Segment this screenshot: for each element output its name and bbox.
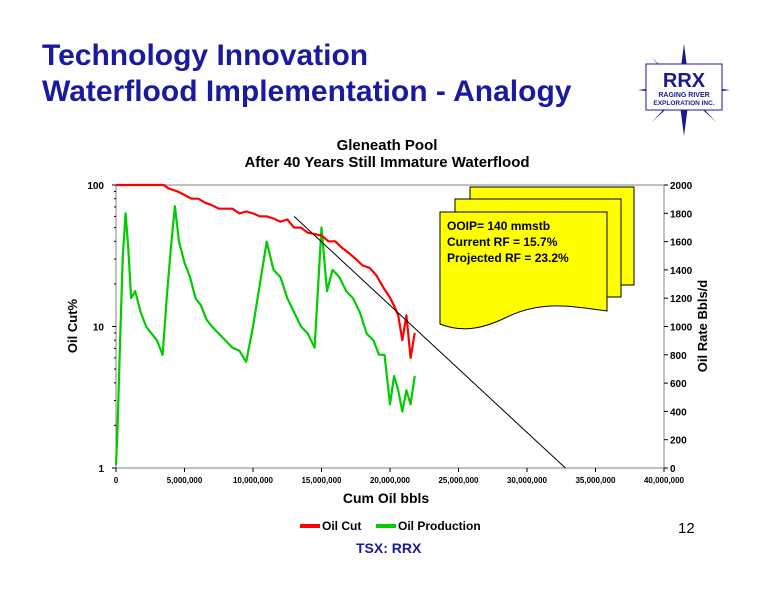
series-line-oil-cut xyxy=(116,183,416,359)
x-tick-label: 35,000,000 xyxy=(575,476,616,485)
y2-tick-label: 1000 xyxy=(670,323,693,334)
logo-tagline-1: RAGING RIVER xyxy=(658,92,709,99)
legend-label-oil-production: Oil Production xyxy=(398,519,481,533)
legend: Oil Cut Oil Production xyxy=(300,519,481,533)
y2-tick-label: 800 xyxy=(670,351,687,362)
y2-tick-label: 600 xyxy=(670,379,687,390)
annotation-box: OOIP= 140 mmstb Current RF = 15.7% Proje… xyxy=(439,186,635,330)
x-tick-label: 40,000,000 xyxy=(644,476,685,485)
annotation-line-1: OOIP= 140 mmstb xyxy=(447,219,550,233)
series-layer xyxy=(114,183,566,469)
plot-area: 0 5,000,000 10,000,000 15,000,000 20,000,000… xyxy=(87,181,692,485)
y2-tick-label: 400 xyxy=(670,407,687,418)
y2-axis-label: Oil Rate Bbls/d xyxy=(695,280,710,373)
logo-tagline-2: EXPLORATION INC. xyxy=(653,100,714,107)
y2-tick-label: 2000 xyxy=(670,181,693,192)
y2-tick-label: 200 xyxy=(670,436,687,447)
logo-compass-icon xyxy=(638,44,730,136)
chart-title: Gleneath Pool xyxy=(337,137,438,154)
y-tick-label: 100 xyxy=(87,181,104,192)
y2-tick-label: 0 xyxy=(670,464,676,475)
x-tick-label: 15,000,000 xyxy=(301,476,342,485)
ticker-symbol: TSX: RRX xyxy=(356,540,422,556)
logo-name: RRX xyxy=(663,70,706,92)
x-tick-label: 20,000,000 xyxy=(370,476,411,485)
y2-tick-label: 1600 xyxy=(670,238,693,249)
rrx-logo: RRX RAGING RIVER EXPLORATION INC. xyxy=(638,44,730,136)
annotation-line-3: Projected RF = 23.2% xyxy=(447,251,569,265)
chart-subtitle: After 40 Years Still Immature Waterflood xyxy=(244,154,529,171)
y2-tick-label: 1800 xyxy=(670,209,693,220)
title-line-1: Technology Innovation xyxy=(42,39,369,72)
y-tick-label: 1 xyxy=(98,464,104,475)
page-number: 12 xyxy=(678,520,695,537)
x-tick-label: 25,000,000 xyxy=(438,476,479,485)
x-tick-label: 10,000,000 xyxy=(233,476,274,485)
slide-title: Technology Innovation Waterflood Impleme… xyxy=(42,38,571,110)
annotation-line-2: Current RF = 15.7% xyxy=(447,235,558,249)
y-tick-label: 10 xyxy=(93,323,105,334)
y2-tick-label: 1400 xyxy=(670,266,693,277)
x-axis-label: Cum Oil bbls xyxy=(343,490,430,506)
series-line-oil-production xyxy=(114,205,416,466)
x-tick-label: 0 xyxy=(114,476,119,485)
legend-label-oil-cut: Oil Cut xyxy=(322,519,361,533)
x-tick-label: 30,000,000 xyxy=(507,476,548,485)
y-axis-label: Oil Cut% xyxy=(65,298,80,353)
series-line-trend xyxy=(293,216,566,469)
x-tick-label: 5,000,000 xyxy=(167,476,203,485)
y2-tick-label: 1200 xyxy=(670,294,693,305)
title-line-2: Waterflood Implementation - Analogy xyxy=(42,75,572,108)
